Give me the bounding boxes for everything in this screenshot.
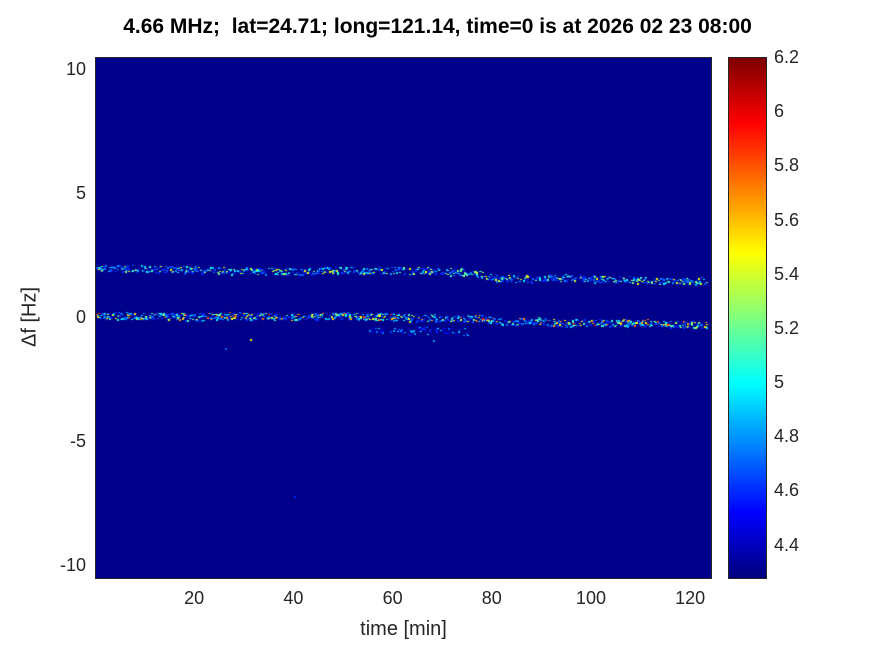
- colorbar-tick-label: 5.4: [774, 263, 800, 284]
- colorbar-tick-label: 5.8: [774, 155, 800, 176]
- y-tick-label: 0: [75, 307, 86, 327]
- colorbar-tick-label: 4.4: [774, 534, 800, 555]
- colorbar-tick-label: 4.6: [774, 480, 800, 501]
- heatmap-plot: [95, 57, 712, 579]
- x-tick-label: 40: [283, 588, 304, 608]
- colorbar-tick-label: 6: [774, 101, 785, 122]
- y-tick-label: -10: [59, 554, 86, 575]
- colorbar-tick-label: 5: [774, 372, 785, 392]
- x-tick-label: 80: [481, 588, 502, 608]
- x-tick-label: 120: [675, 588, 706, 608]
- x-axis-label: time [min]: [360, 618, 447, 640]
- x-tick-label: 60: [382, 588, 403, 608]
- x-tick-label: 20: [184, 588, 205, 608]
- colorbar-tick-label: 5.6: [774, 209, 800, 230]
- chart-title: 4.66 MHz; lat=24.71; long=121.14, time=0…: [123, 15, 752, 38]
- y-tick-label: -5: [69, 430, 86, 451]
- colorbar-tick-label: 4.8: [774, 426, 800, 447]
- colorbar-tick-label: 6.2: [774, 47, 800, 67]
- colorbar: [728, 57, 767, 579]
- y-tick-label: 10: [65, 59, 86, 80]
- colorbar-tick-label: 5.2: [774, 317, 800, 338]
- x-tick-label: 100: [575, 588, 606, 608]
- y-tick-label: 5: [75, 183, 86, 204]
